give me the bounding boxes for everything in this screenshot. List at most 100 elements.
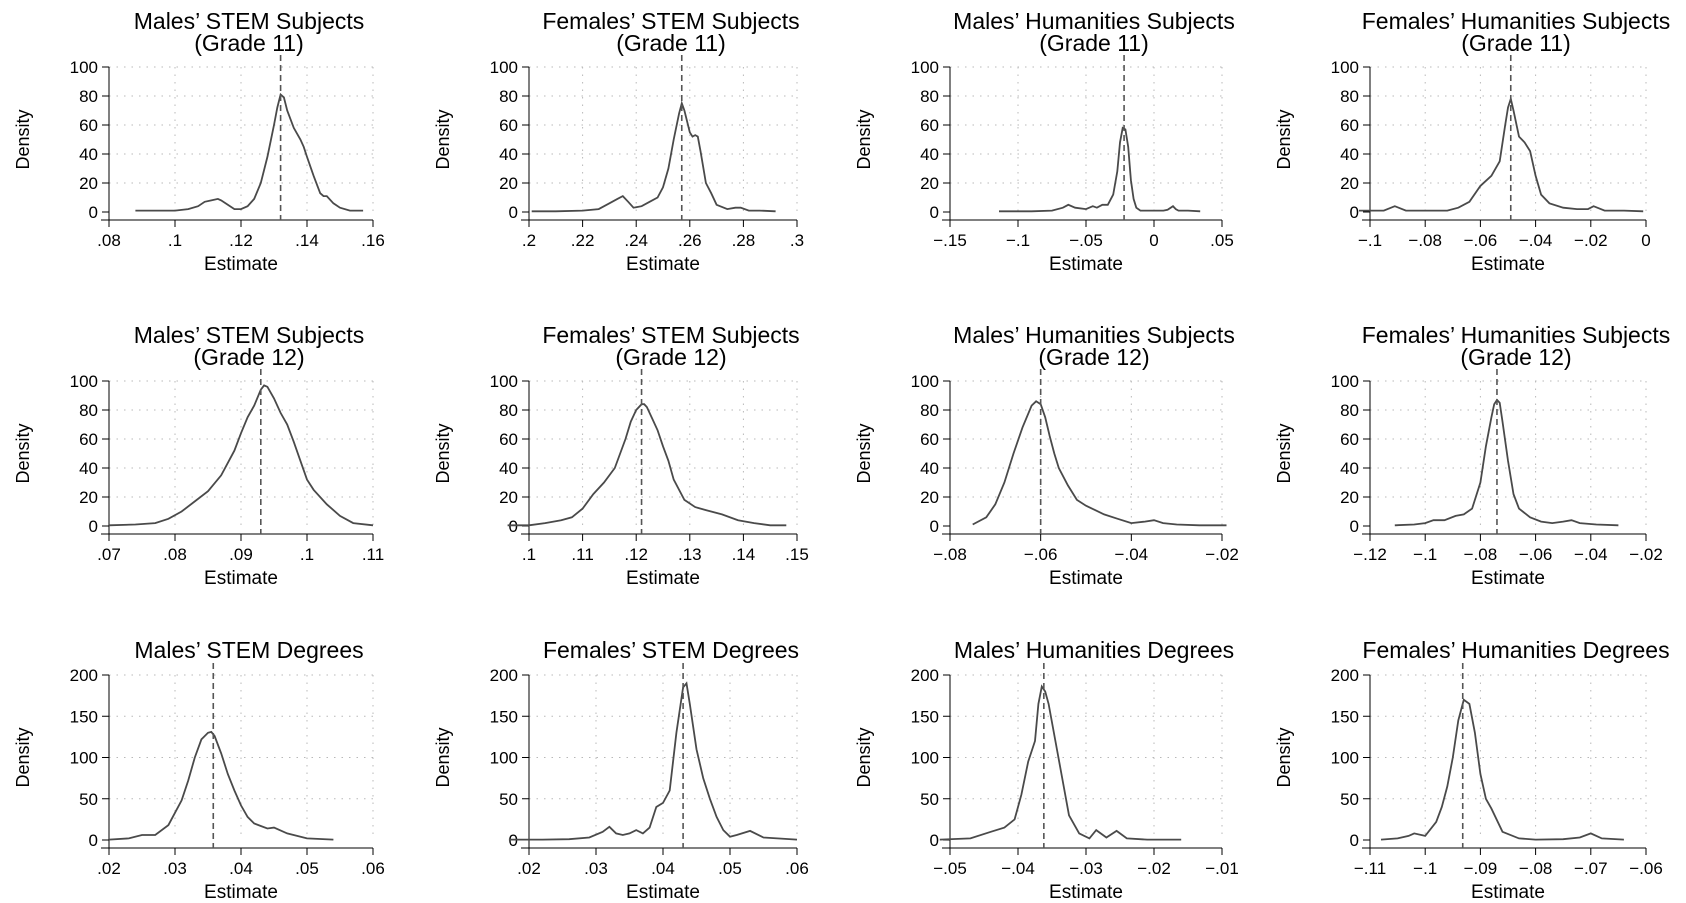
y-tick-label: 40 <box>920 145 939 164</box>
y-tick-label: 100 <box>1331 749 1359 768</box>
panel-5: Males’ STEM Subjects(Grade 12) 0 20 40 60 80 1… <box>13 322 384 589</box>
y-tick-label: 60 <box>79 116 98 135</box>
x-tick-label: −.12 <box>1353 545 1387 564</box>
y-tick-label: 100 <box>70 372 98 391</box>
x-tick-label: .03 <box>584 859 608 878</box>
x-tick-label: .12 <box>229 231 253 250</box>
x-tick-label: −.06 <box>1519 545 1553 564</box>
panel-12: Females’ Humanities Degrees 0 50 100 150 200 −… <box>1274 637 1670 903</box>
panel-title-line-1: Females’ STEM Subjects <box>542 8 799 34</box>
y-tick-label: 0 <box>89 203 98 222</box>
x-tick-label: .09 <box>229 545 253 564</box>
x-tick-label: .02 <box>97 859 121 878</box>
y-tick-label: 20 <box>1340 488 1359 507</box>
y-tick-label: 40 <box>1340 145 1359 164</box>
y-tick-label: 0 <box>930 517 939 536</box>
x-axis-label: Estimate <box>626 882 700 903</box>
x-tick-label: .05 <box>1210 231 1234 250</box>
y-tick-label: 80 <box>499 87 518 106</box>
y-tick-label: 0 <box>509 517 518 536</box>
x-tick-label: .07 <box>97 545 121 564</box>
y-tick-label: 150 <box>911 707 939 726</box>
y-tick-label: 40 <box>920 459 939 478</box>
panel-2: Females’ STEM Subjects(Grade 11) 0 20 40 60 8… <box>433 8 804 275</box>
y-tick-label: 100 <box>1331 58 1359 77</box>
y-tick-label: 40 <box>79 145 98 164</box>
x-tick-label: .03 <box>163 859 187 878</box>
panel-3: Males’ Humanities Subjects(Grade 11) 0 20 4… <box>854 8 1235 275</box>
x-tick-label: −.1 <box>1413 859 1437 878</box>
y-axis-label: Density <box>13 423 33 483</box>
y-axis-label: Density <box>1274 109 1294 169</box>
y-tick-label: 100 <box>490 372 518 391</box>
y-tick-label: 60 <box>499 116 518 135</box>
x-axis-label: Estimate <box>1049 254 1123 275</box>
density-curve <box>999 126 1201 213</box>
y-tick-label: 150 <box>490 707 518 726</box>
y-axis-label: Density <box>854 727 874 787</box>
density-curve <box>1380 698 1624 841</box>
y-tick-label: 0 <box>89 831 98 850</box>
y-axis-label: Density <box>1274 727 1294 787</box>
x-axis-label: Estimate <box>204 568 278 589</box>
x-axis-label: Estimate <box>1471 882 1545 903</box>
x-tick-label: −.05 <box>933 859 967 878</box>
x-tick-label: 0 <box>1641 231 1650 250</box>
panel-8: Females’ Humanities Subjects(Grade 12) 0 2… <box>1274 322 1670 589</box>
x-tick-label: −.02 <box>1574 231 1608 250</box>
x-tick-label: −.1 <box>1413 545 1437 564</box>
x-tick-label: −.02 <box>1137 859 1171 878</box>
y-tick-label: 0 <box>930 203 939 222</box>
panel-title-line-1: Females’ STEM Subjects <box>542 322 799 348</box>
x-axis-label: Estimate <box>626 254 700 275</box>
y-axis-label: Density <box>1274 423 1294 483</box>
y-tick-label: 80 <box>79 401 98 420</box>
x-tick-label: .1 <box>168 231 182 250</box>
x-tick-label: .28 <box>732 231 756 250</box>
x-tick-label: .1 <box>300 545 314 564</box>
x-tick-label: 0 <box>1149 231 1158 250</box>
x-tick-label: −.04 <box>1574 545 1608 564</box>
y-tick-label: 80 <box>1340 87 1359 106</box>
x-axis-label: Estimate <box>1049 882 1123 903</box>
x-tick-label: .04 <box>229 859 253 878</box>
x-tick-label: −.11 <box>1354 859 1386 878</box>
density-curve <box>972 400 1227 527</box>
y-tick-label: 40 <box>1340 459 1359 478</box>
density-curve <box>508 681 798 841</box>
y-tick-label: 80 <box>1340 401 1359 420</box>
panel-1: Males’ STEM Subjects(Grade 11) 0 20 40 60 80 1… <box>13 8 385 275</box>
x-tick-label: −.04 <box>1519 231 1553 250</box>
y-tick-label: 100 <box>911 58 939 77</box>
y-tick-label: 80 <box>920 87 939 106</box>
y-tick-label: 20 <box>79 174 98 193</box>
y-tick-label: 20 <box>920 488 939 507</box>
x-tick-label: .05 <box>295 859 319 878</box>
panel-title-line-2: (Grade 12) <box>1038 344 1149 370</box>
y-tick-label: 50 <box>920 790 939 809</box>
x-tick-label: −.08 <box>933 545 967 564</box>
x-tick-label: .08 <box>163 545 187 564</box>
density-curve <box>531 100 776 213</box>
y-axis-label: Density <box>433 109 453 169</box>
y-tick-label: 150 <box>70 707 98 726</box>
y-tick-label: 80 <box>920 401 939 420</box>
density-curve <box>108 384 374 527</box>
x-tick-label: −.08 <box>1464 545 1498 564</box>
x-tick-label: −.05 <box>1069 231 1103 250</box>
x-tick-label: .16 <box>361 231 385 250</box>
y-tick-label: 100 <box>70 58 98 77</box>
density-curve <box>939 684 1182 841</box>
x-axis-label: Estimate <box>1471 568 1545 589</box>
y-axis-label: Density <box>433 727 453 787</box>
panel-title-line-1: Males’ Humanities Subjects <box>953 8 1235 34</box>
y-tick-label: 100 <box>490 58 518 77</box>
x-tick-label: .3 <box>790 231 804 250</box>
panel-title-line-2: (Grade 11) <box>616 30 726 56</box>
x-axis-label: Estimate <box>204 882 278 903</box>
x-tick-label: −.02 <box>1205 545 1239 564</box>
y-tick-label: 60 <box>920 116 939 135</box>
y-tick-label: 50 <box>499 790 518 809</box>
y-tick-label: 80 <box>79 87 98 106</box>
x-tick-label: −.07 <box>1574 859 1608 878</box>
